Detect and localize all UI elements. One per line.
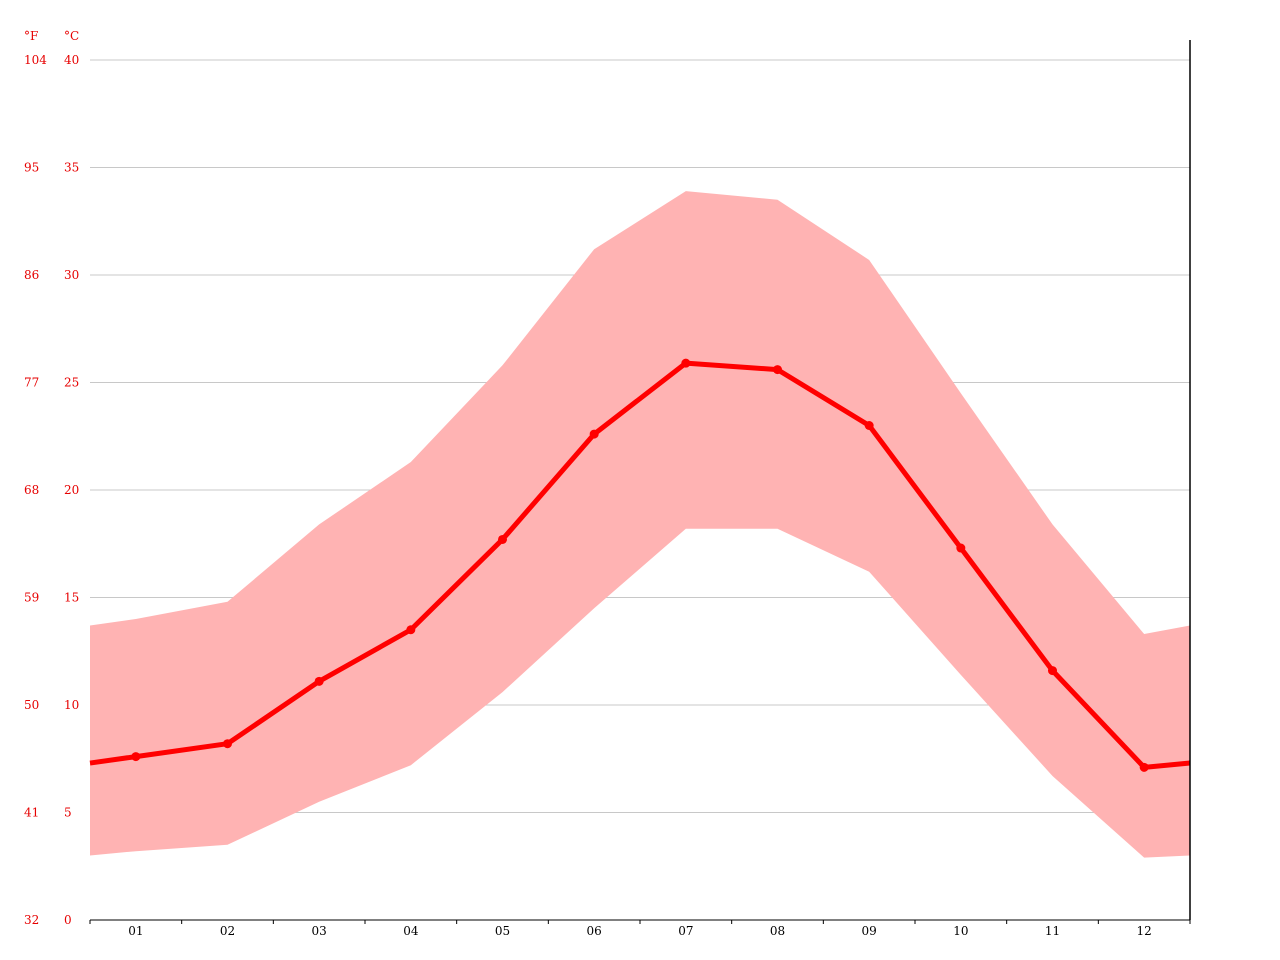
celsius-tick-label: 20 bbox=[64, 483, 79, 497]
axes bbox=[89, 40, 1191, 924]
fahrenheit-tick-label: 50 bbox=[24, 698, 39, 712]
x-tick-label-05: 05 bbox=[495, 924, 510, 938]
fahrenheit-tick-label: 68 bbox=[24, 483, 39, 497]
fahrenheit-tick-label: 86 bbox=[24, 268, 39, 282]
x-tick-label-08: 08 bbox=[770, 924, 785, 938]
average-temperature-points bbox=[131, 358, 1149, 772]
x-tick-label-07: 07 bbox=[678, 924, 693, 938]
average-point-04 bbox=[406, 625, 416, 635]
average-point-12 bbox=[1139, 762, 1149, 772]
x-tick-label-11: 11 bbox=[1045, 924, 1060, 938]
x-tick-label-09: 09 bbox=[862, 924, 877, 938]
celsius-tick-label: 40 bbox=[64, 53, 79, 67]
celsius-tick-label: 35 bbox=[64, 161, 79, 175]
average-point-07 bbox=[681, 358, 691, 368]
x-tick-label-10: 10 bbox=[953, 924, 968, 938]
average-point-08 bbox=[773, 365, 782, 375]
average-line bbox=[89, 360, 1191, 770]
x-tick-label-12: 12 bbox=[1137, 924, 1152, 938]
average-point-03 bbox=[314, 676, 324, 686]
temperature-range-area bbox=[90, 191, 1190, 858]
average-temperature-line bbox=[89, 360, 1191, 770]
temperature-range-band bbox=[90, 191, 1190, 858]
celsius-tick-label: 10 bbox=[64, 698, 79, 712]
celsius-tick-label: 0 bbox=[64, 913, 72, 927]
average-point-02 bbox=[223, 739, 232, 749]
fahrenheit-tick-label: 32 bbox=[24, 913, 39, 927]
celsius-tick-label: 5 bbox=[64, 806, 72, 820]
average-point-10 bbox=[956, 543, 966, 553]
average-point-05 bbox=[498, 534, 507, 544]
x-tick-label-06: 06 bbox=[587, 924, 602, 938]
x-tick-label-01: 01 bbox=[128, 924, 143, 938]
fahrenheit-unit-label: °F bbox=[24, 29, 38, 43]
average-point-01 bbox=[131, 752, 141, 762]
average-point-06 bbox=[589, 429, 599, 439]
celsius-unit-label: °C bbox=[64, 29, 79, 43]
fahrenheit-tick-label: 59 bbox=[24, 591, 39, 605]
celsius-tick-label: 25 bbox=[64, 376, 79, 390]
fahrenheit-tick-label: 41 bbox=[24, 806, 39, 820]
x-tick-label-04: 04 bbox=[403, 924, 419, 938]
x-tick-label-03: 03 bbox=[312, 924, 327, 938]
y-axis-labels: °F °C 32 0 41 5 50 10 59 15 68 20 77 25 86 30 95 35 104 4… bbox=[24, 29, 79, 927]
celsius-tick-label: 30 bbox=[64, 268, 79, 282]
average-point-09 bbox=[864, 421, 874, 430]
fahrenheit-tick-label: 95 bbox=[24, 161, 39, 175]
fahrenheit-tick-label: 104 bbox=[24, 53, 47, 67]
average-point-11 bbox=[1048, 666, 1057, 676]
fahrenheit-tick-label: 77 bbox=[24, 376, 39, 390]
x-tick-label-02: 02 bbox=[220, 924, 235, 938]
x-axis-labels: 01 02 03 04 05 06 07 08 09 10 11 12 bbox=[128, 924, 1152, 938]
celsius-tick-label: 15 bbox=[64, 591, 79, 605]
